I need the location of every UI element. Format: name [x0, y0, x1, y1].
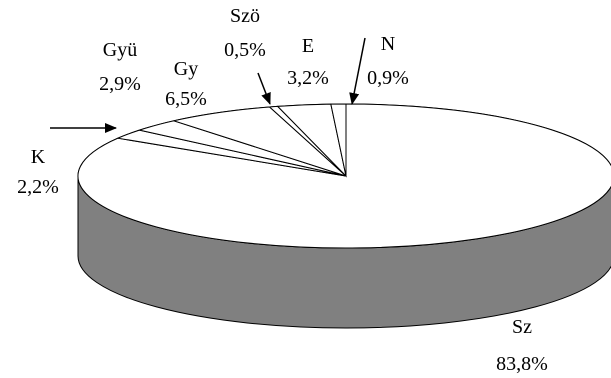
slice-name-szo: Szö [230, 5, 260, 27]
slice-labels: Sz 83,8% K 2,2% Gyü 2,9% Gy 6,5% Szö 0,5… [17, 5, 548, 375]
slice-value-e: 3,2% [287, 67, 329, 89]
slice-value-n: 0,9% [367, 67, 409, 89]
slice-value-k: 2,2% [17, 176, 59, 198]
slice-value-gy: 6,5% [165, 88, 207, 110]
slice-name-e: E [302, 35, 314, 57]
pie-slice-n [330, 103, 347, 177]
label-arrows [50, 37, 366, 133]
slice-name-k: K [31, 146, 46, 168]
slice-name-gyu: Gyü [103, 39, 137, 61]
pie-slice-gy [171, 106, 347, 177]
arrow-n [349, 37, 366, 105]
pie-body [77, 103, 611, 329]
slice-value-gyu: 2,9% [99, 73, 141, 95]
slice-value-szo: 0,5% [224, 39, 266, 61]
slice-name-sz: Sz [512, 316, 532, 338]
arrow-szo [257, 72, 271, 105]
slice-value-sz: 83,8% [496, 353, 548, 375]
slice-name-gy: Gy [174, 58, 198, 80]
slice-name-n: N [381, 33, 395, 55]
